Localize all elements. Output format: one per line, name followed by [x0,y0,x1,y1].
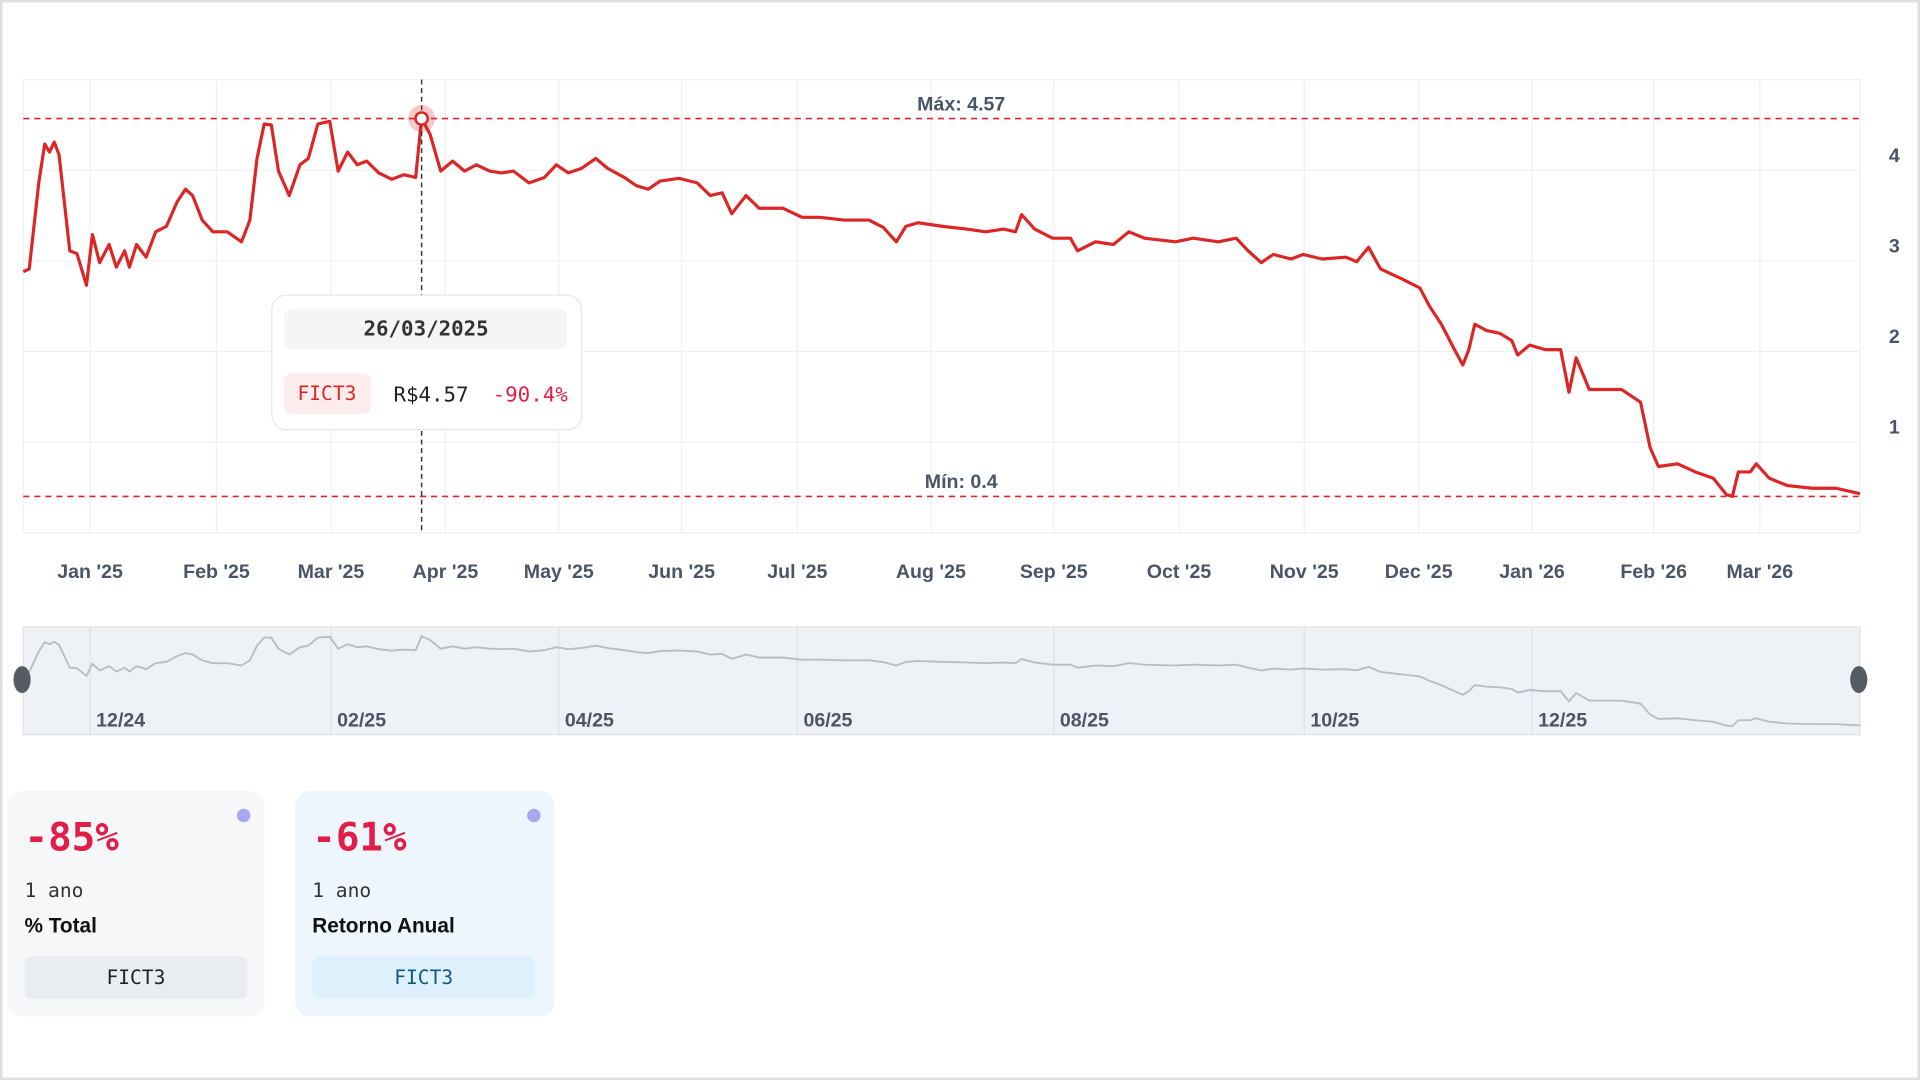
card-label: % Total [24,914,96,937]
card-value: -85% [24,815,119,860]
card-value: -61% [312,815,407,860]
reference-label: Mín: 0.4 [925,471,998,493]
card-ticker-pill [312,956,536,1000]
tooltip-date: 26/03/2025 [364,316,489,340]
x-tick-label: Nov '25 [1270,561,1339,583]
metric-card: -61% 1 ano Retorno Anual FICT3 [295,791,555,1017]
card-label: Retorno Anual [312,914,455,937]
x-tick-label: Jan '26 [1499,561,1565,583]
y-tick-label: 3 [1889,236,1900,258]
x-tick-label: Mar '26 [1726,561,1793,583]
navigator-tick-label: 12/25 [1538,709,1587,731]
tooltip-ticker: FICT3 [297,382,356,405]
x-tick-label: Jul '25 [767,561,827,583]
card-period: 1 ano [24,879,83,902]
y-tick-label: 1 [1889,417,1900,439]
navigator [22,626,1861,736]
x-tick-label: Apr '25 [413,561,479,583]
card-ticker: FICT3 [106,966,165,989]
navigator-tick-label: 04/25 [565,709,614,731]
x-tick-label: Jan '25 [57,561,123,583]
navigator-tick-label: 08/25 [1060,709,1109,731]
hover-point [414,111,429,126]
navigator-tick-label: 12/24 [96,709,145,731]
reference-label: Máx: 4.57 [917,93,1005,115]
metric-card: -85% 1 ano % Total FICT3 [7,791,265,1017]
x-tick-label: Sep '25 [1020,561,1088,583]
navigator-tick-label: 02/25 [337,709,386,731]
card-period: 1 ano [312,879,371,902]
tooltip-header [284,308,567,349]
ticker-pill [284,373,372,414]
navigator-tick-label: 06/25 [803,709,852,731]
navigator-line [23,634,1861,728]
y-tick-label: 2 [1889,326,1900,348]
x-tick-label: Dec '25 [1385,561,1453,583]
card-ticker: FICT3 [394,966,453,989]
x-tick-label: May '25 [524,561,594,583]
tooltip-change: -90.4% [493,383,569,407]
x-tick-label: Oct '25 [1147,561,1212,583]
navigator-tick-label: 10/25 [1310,709,1359,731]
x-tick-label: Feb '26 [1620,561,1687,583]
navigator-handle[interactable] [13,666,31,694]
x-tick-label: Feb '25 [183,561,250,583]
card-ticker-pill [24,956,248,1000]
navigator-handle[interactable] [1850,666,1868,694]
x-tick-label: Aug '25 [896,561,966,583]
tooltip: 26/03/2025 FICT3 R$4.57 -90.4% [271,294,583,431]
plot-area [22,78,1861,534]
y-tick-label: 4 [1889,145,1900,167]
card-dot [527,808,541,823]
x-tick-label: Mar '25 [298,561,365,583]
card-dot [236,808,251,823]
series-line [22,116,1861,498]
tooltip-value: R$4.57 [393,383,468,407]
x-tick-label: Jun '25 [648,561,715,583]
